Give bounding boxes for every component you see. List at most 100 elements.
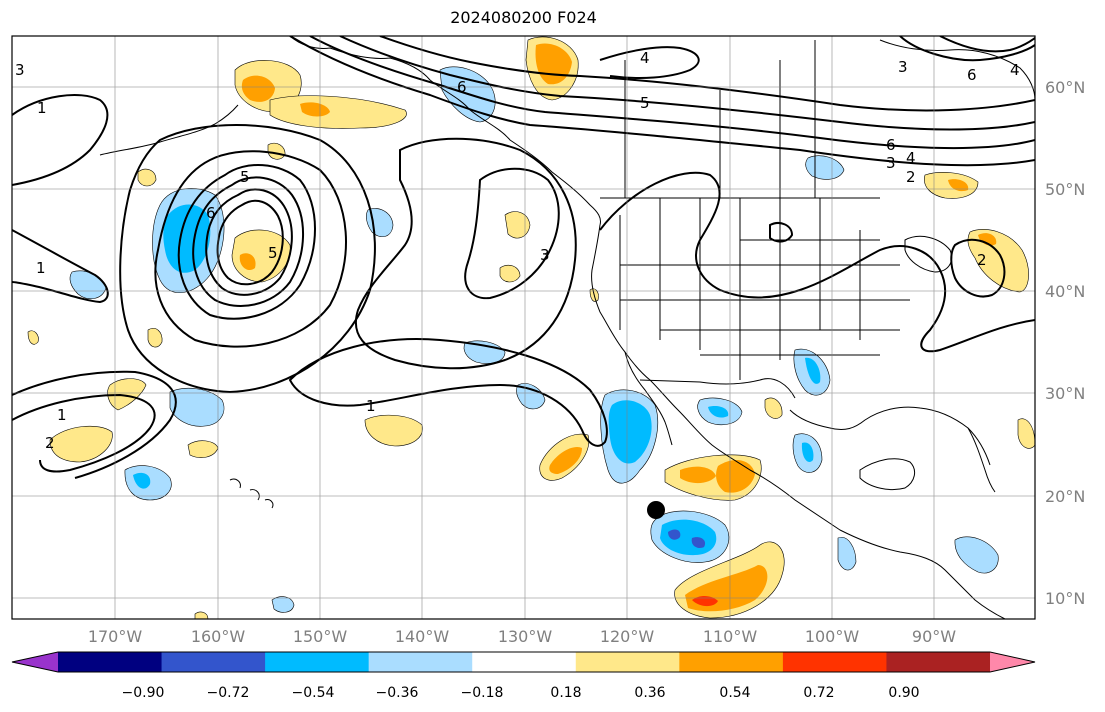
colorbar-outline xyxy=(11,651,1036,673)
anomaly-negative-region xyxy=(837,537,857,571)
contour-line xyxy=(339,36,1035,131)
colorbar-segment xyxy=(472,652,577,672)
contour-label-layer: 1 1 1 1 2 2 2 3 3 3 3 4 4 4 5 5 5 6 6 6 … xyxy=(15,49,1020,452)
contour-label: 5 xyxy=(640,94,650,112)
colorbar-tick-label: 0.18 xyxy=(550,685,581,701)
anomaly-negative-core xyxy=(708,406,729,418)
contour-label: 6 xyxy=(967,66,977,84)
lon-label: 120°W xyxy=(600,627,655,646)
contour-label: 5 xyxy=(240,168,250,186)
anomaly-positive-region xyxy=(137,168,157,187)
anomaly-negative-region xyxy=(271,596,295,613)
anomaly-positive-region xyxy=(194,611,209,619)
west-coast xyxy=(591,224,1006,619)
colorbar-tick-label: −0.72 xyxy=(207,685,250,701)
anomaly-negative-core xyxy=(805,357,821,384)
contour-line xyxy=(205,188,293,296)
lat-label: 40°N xyxy=(1045,282,1085,301)
contour-line xyxy=(12,94,109,186)
anomaly-positive-peak xyxy=(692,595,718,607)
contour-line xyxy=(288,338,608,447)
lon-label: 160°W xyxy=(191,627,246,646)
graticule xyxy=(12,36,1035,619)
state-borders xyxy=(619,198,910,380)
contour-line xyxy=(354,137,577,370)
us-mexico-border xyxy=(639,378,796,399)
contour-line xyxy=(950,238,1006,298)
anomaly-negative-core xyxy=(133,472,151,489)
colorbar-segment xyxy=(575,652,680,672)
colorbar-segment xyxy=(782,652,887,672)
anomaly-positive-region xyxy=(504,211,531,239)
storm-position-marker xyxy=(647,501,665,519)
plot-background xyxy=(12,36,1035,619)
contour-label: 2 xyxy=(45,434,55,452)
contour-line xyxy=(309,36,1035,150)
colorbar-segment xyxy=(368,652,473,672)
colorbar-tick-label: −0.54 xyxy=(292,685,335,701)
contour-line xyxy=(12,370,177,479)
contour-label: 4 xyxy=(640,49,650,67)
hudson-coast xyxy=(879,39,1035,101)
anomaly-negative-region xyxy=(366,208,394,238)
colorbar-extend-low xyxy=(12,652,58,672)
gulf-coast xyxy=(789,406,991,466)
contour-label: 4 xyxy=(906,149,916,167)
colorbar-segment xyxy=(265,652,370,672)
contour-label: 5 xyxy=(268,244,278,262)
lat-label: 20°N xyxy=(1045,487,1085,506)
anomaly-positive-region xyxy=(147,328,163,348)
map-title: 2024080200 F024 xyxy=(450,8,597,27)
contour-label: 3 xyxy=(540,246,550,264)
anomaly-positive-core xyxy=(549,446,582,474)
colorbar-segment xyxy=(886,652,991,672)
contour-line xyxy=(177,164,316,320)
anomaly-positive-region xyxy=(27,330,39,345)
contour-label: 6 xyxy=(886,136,896,154)
anomaly-positive-region xyxy=(107,378,147,411)
contour-label: 2 xyxy=(906,168,916,186)
contour-label: 1 xyxy=(57,406,67,424)
latitude-labels: 60°N 50°N 40°N 30°N 20°N 10°N xyxy=(1045,78,1085,608)
colorbar-segment xyxy=(679,652,784,672)
colorbar-tick-label: −0.36 xyxy=(376,685,419,701)
anomaly-negative-core xyxy=(608,400,652,464)
anomaly-positive-core xyxy=(680,466,716,484)
contour-label: 3 xyxy=(886,154,896,172)
longitude-labels: 170°W 160°W 150°W 140°W 130°W 120°W 110°… xyxy=(88,627,956,646)
great-lakes xyxy=(904,235,953,273)
colorbar-tick-label: −0.18 xyxy=(461,685,504,701)
contour-line xyxy=(154,150,347,348)
colorbar-tick-label: 0.90 xyxy=(888,685,919,701)
lon-label: 110°W xyxy=(703,627,758,646)
canada-province-borders xyxy=(624,40,816,198)
colorbar-extend-high xyxy=(990,652,1035,672)
contour-label: 1 xyxy=(36,259,46,277)
contour-label: 4 xyxy=(1010,61,1020,79)
anomaly-positive-core xyxy=(716,460,755,493)
yucatan xyxy=(859,458,916,491)
contour-line xyxy=(769,222,794,243)
lat-label: 60°N xyxy=(1045,78,1085,97)
anomaly-positive-core xyxy=(300,102,330,117)
anomaly-negative-region xyxy=(169,387,225,427)
anomaly-positive-region xyxy=(49,425,113,463)
coastline-layer xyxy=(99,36,1035,619)
anomaly-positive-core xyxy=(241,75,275,102)
anomaly-positive-region xyxy=(967,229,1029,293)
contour-layer xyxy=(12,36,1035,479)
colorbar-tick-label: 0.36 xyxy=(634,685,665,701)
contour-line xyxy=(192,176,304,307)
colorbar-tick-label: −0.90 xyxy=(122,685,165,701)
contour-line xyxy=(939,36,1035,53)
anomaly-positive-region xyxy=(764,397,783,419)
contour-line xyxy=(899,36,1035,62)
lat-label: 10°N xyxy=(1045,589,1085,608)
anomaly-negative-deep xyxy=(668,529,681,540)
aleutian-islands xyxy=(99,104,239,156)
lon-label: 150°W xyxy=(293,627,348,646)
anomaly-positive-core xyxy=(948,179,969,192)
map-frame xyxy=(11,35,1036,620)
hawaii-islands xyxy=(229,478,274,509)
